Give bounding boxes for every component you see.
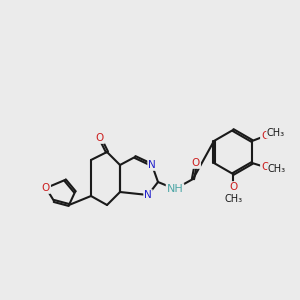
Text: NH: NH — [167, 184, 183, 194]
Text: N: N — [148, 160, 156, 170]
Text: CH₃: CH₃ — [225, 194, 243, 204]
Text: O: O — [229, 182, 237, 192]
Text: O: O — [261, 131, 269, 141]
Text: O: O — [192, 158, 200, 168]
Text: CH₃: CH₃ — [268, 164, 286, 174]
Text: O: O — [261, 162, 269, 172]
Text: N: N — [144, 190, 152, 200]
Text: O: O — [42, 183, 50, 193]
Text: CH₃: CH₃ — [267, 128, 285, 138]
Text: O: O — [96, 133, 104, 143]
